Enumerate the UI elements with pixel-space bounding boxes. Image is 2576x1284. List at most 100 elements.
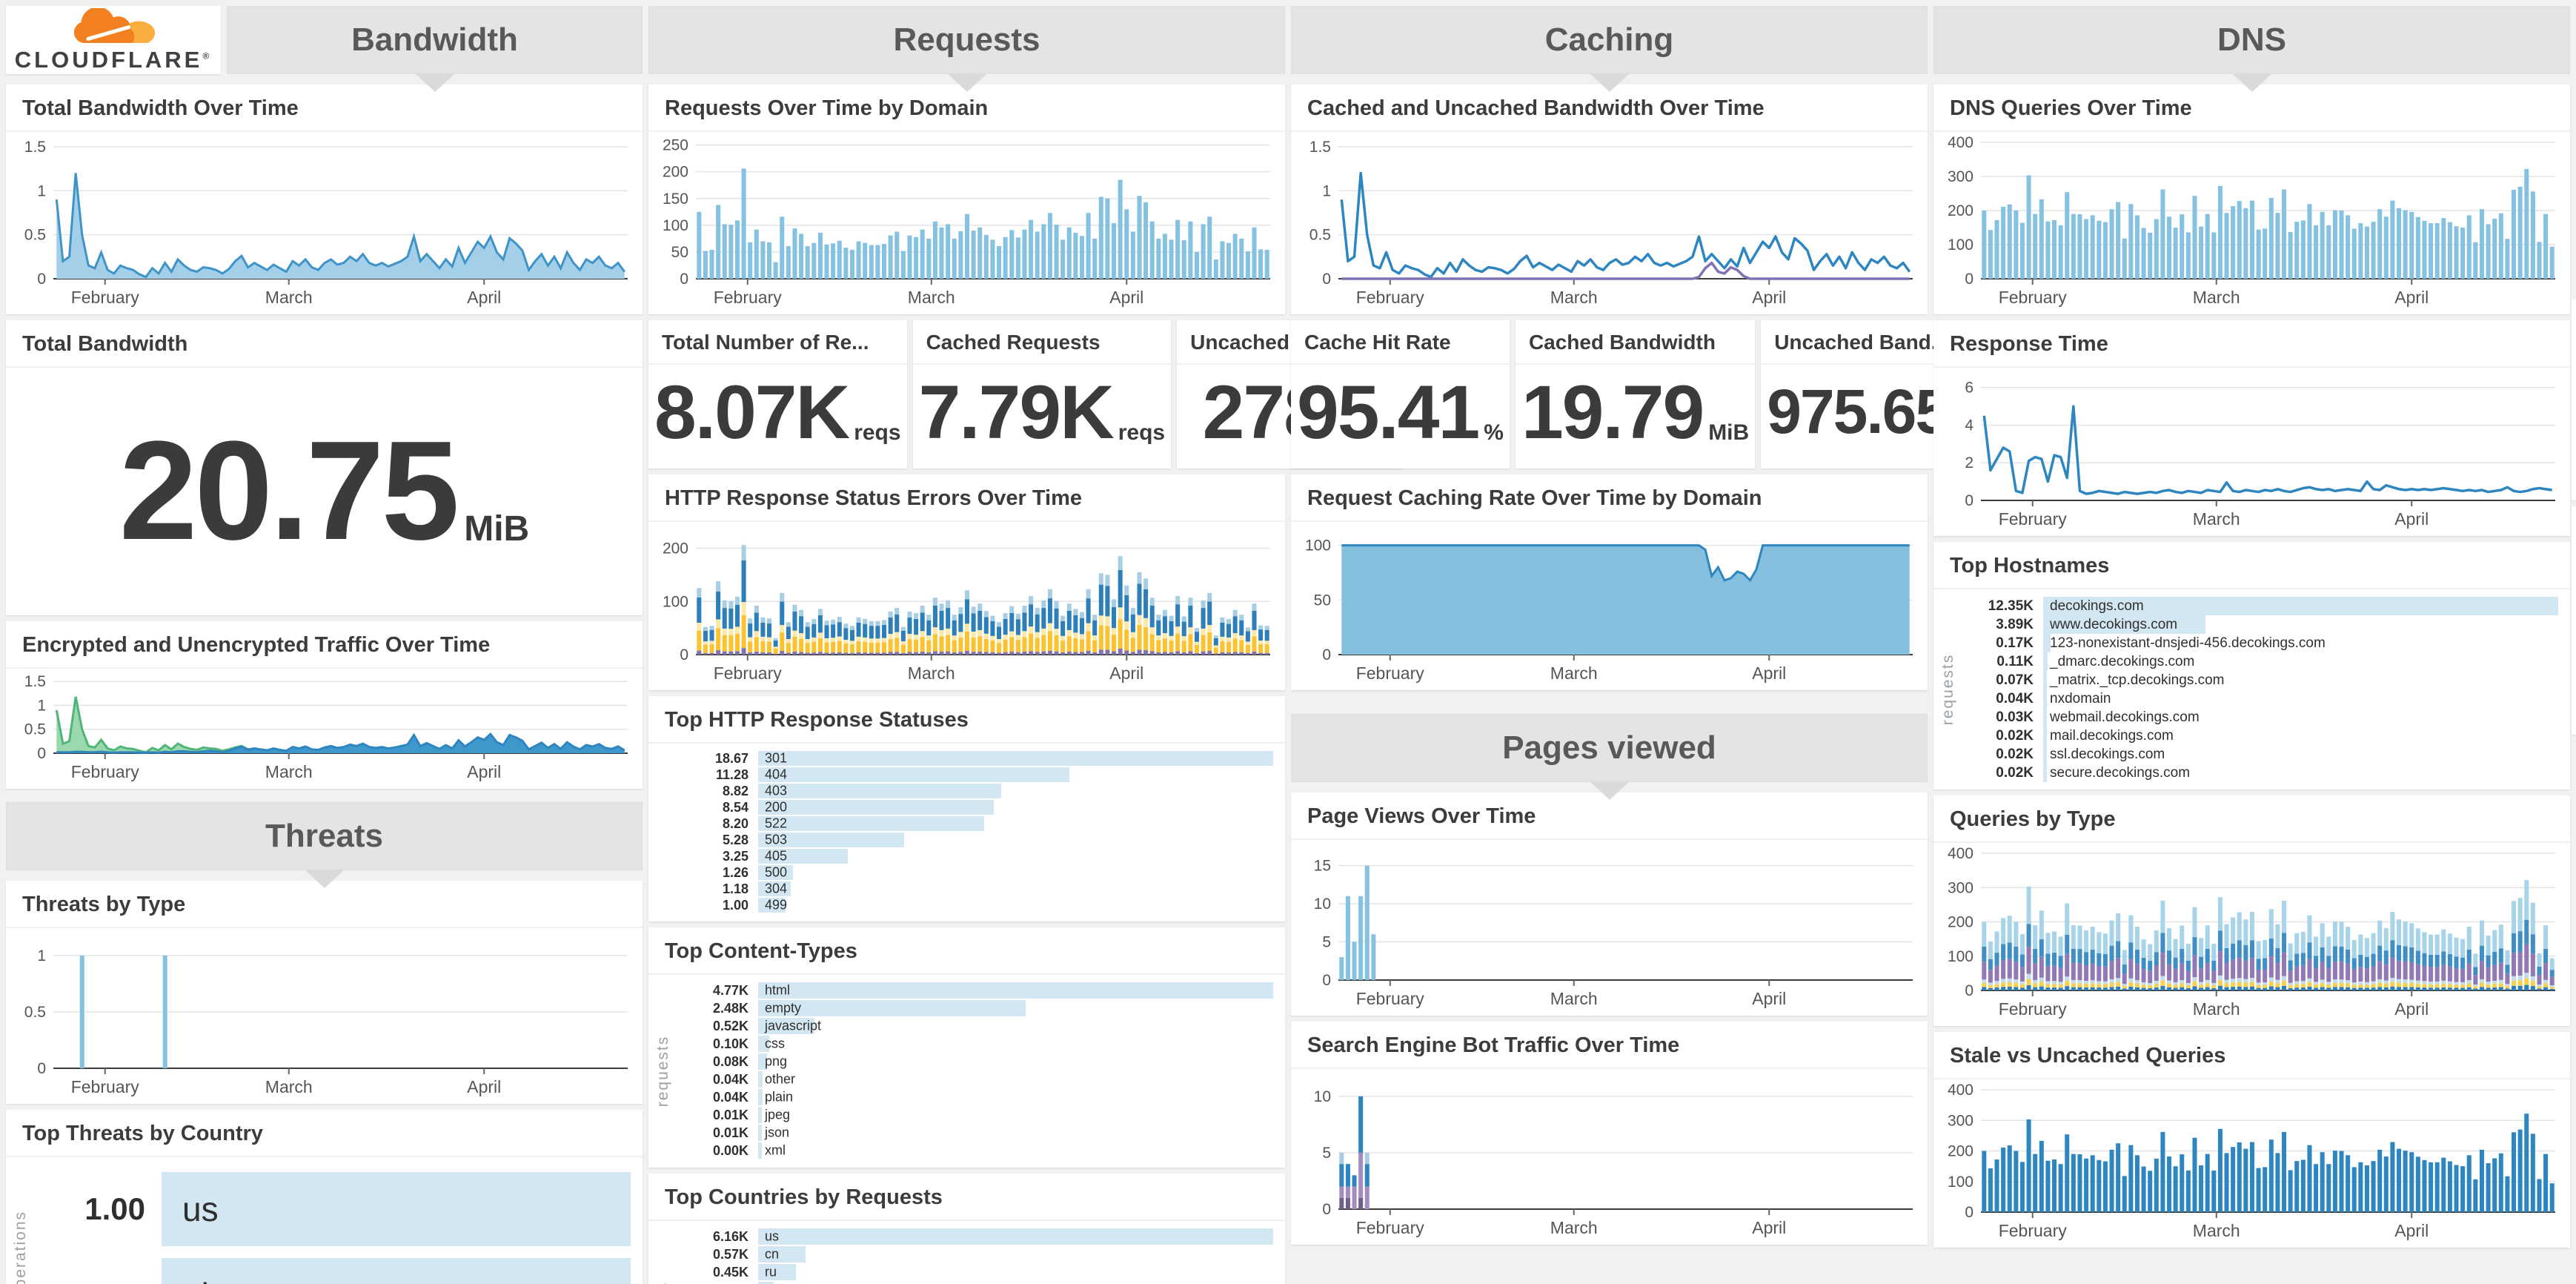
toplist-label: 123-nonexistant-dnsjedi-456.decokings.co… [2050, 635, 2326, 651]
chart-svg: 0 0.5 1 1.5 February March April [1309, 139, 1913, 307]
toplist-row: 8.82 403 [681, 784, 1273, 798]
chart-total-bandwidth-over-time: 0 0.5 1 1.5 February March April [10, 135, 635, 308]
toplist-bar [2043, 652, 2048, 671]
svg-text:April: April [1109, 288, 1143, 307]
toplist-bar-track: 405 [758, 849, 1273, 864]
svg-text:March: March [2193, 1221, 2240, 1240]
svg-text:1.5: 1.5 [24, 139, 46, 156]
chart-queries-by-type: 0 100 200 300 400 February March April [1938, 846, 2563, 1020]
toplist-label: 522 [765, 815, 788, 831]
chart-threats-by-type: 0 0.5 1 February March April [10, 931, 635, 1098]
toplist-row: 0.04K nxdomain [1966, 689, 2558, 708]
svg-text:April: April [2394, 999, 2429, 1019]
section-title: Caching [1544, 21, 1674, 58]
toplist-label: cn [765, 1246, 780, 1262]
toplist-bar [758, 1125, 762, 1141]
cloudflare-logo: CLOUDFLARE® [6, 6, 221, 74]
registered-mark: ® [202, 50, 213, 62]
toplist-bar [2043, 597, 2558, 615]
svg-text:March: March [1550, 288, 1598, 307]
toplist-row: 0.00K xml [681, 1142, 1273, 1159]
chart-http-errors: 0 100 200 February March April [653, 525, 1278, 684]
card-title: Top Hostnames [1933, 542, 2570, 589]
toplist-label: other [765, 1071, 796, 1087]
toplist-bar-track: png [758, 1053, 1273, 1070]
toplist-value: 8.54 [722, 799, 748, 815]
chart-page-views: 0 5 10 15 February March April [1295, 843, 1920, 1010]
toplist-label: us [182, 1190, 219, 1228]
toplist-bar [162, 1258, 631, 1284]
toplist-bar-track: cn [758, 1246, 1273, 1263]
chart-svg: 0 100 200 300 400 February March April [1948, 846, 2555, 1019]
toplist-hostnames: requests 12.35K decokings.com 3.89K www.deco… [1933, 589, 2570, 790]
svg-text:0: 0 [1322, 271, 1331, 288]
toplist-bar-track: plain [758, 1089, 1273, 1105]
svg-text:February: February [1999, 509, 2068, 529]
svg-text:1: 1 [37, 947, 46, 964]
toplist-bar-track: 123-nonexistant-dnsjedi-456.decokings.co… [2043, 634, 2558, 652]
toplist-bar-track: us [758, 1228, 1273, 1245]
toplist-bar-track: 301 [758, 751, 1273, 766]
toplist-label: us [765, 1228, 780, 1244]
toplist-value: 0.02K [1996, 746, 2034, 762]
svg-text:March: March [2193, 288, 2240, 307]
toplist-label: 503 [765, 832, 788, 847]
toplist-bar-track: 404 [758, 767, 1273, 782]
svg-text:200: 200 [663, 540, 688, 557]
toplist-label: xml [765, 1142, 786, 1158]
svg-text:200: 200 [1948, 914, 1974, 931]
svg-text:400: 400 [1948, 135, 1974, 151]
toplist-bar [2043, 689, 2047, 708]
cloudflare-wordmark: CLOUDFLARE® [14, 46, 213, 73]
card-title: Uncached Band... [1761, 320, 1998, 365]
section-title: Threats [265, 818, 383, 854]
toplist-row: 0.07K _matrix._tcp.decokings.com [1966, 671, 2558, 689]
section-header-requests: Requests [648, 6, 1285, 92]
toplist-bar [2043, 615, 2205, 634]
svg-text:February: February [714, 288, 783, 307]
y-axis-label: requests [1939, 653, 1956, 726]
toplist-value: 0.03K [1996, 709, 2034, 725]
chart-encrypted-unencrypted: 0 0.5 1 1.5 February March April [10, 672, 635, 783]
toplist-bar-track: css [758, 1036, 1273, 1052]
svg-text:0.5: 0.5 [24, 1004, 46, 1021]
toplist-row: 0.10K css [681, 1036, 1273, 1052]
toplist-row: 1.00 nl [50, 1258, 631, 1284]
y-axis-label: requests [654, 1035, 671, 1108]
toplist-row: 0.01K json [681, 1125, 1273, 1141]
toplist-row: 0.08K png [681, 1053, 1273, 1070]
toplist-value: 0.17K [1996, 635, 2034, 651]
card-encrypted-unencrypted: Encrypted and Unencrypted Traffic Over T… [6, 621, 643, 789]
toplist-threats-by-country: operations 1.00 us 1.00 nl [6, 1157, 643, 1284]
card-top-http-statuses: Top HTTP Response Statuses 18.67 301 11.28… [648, 696, 1285, 921]
toplist-label: html [765, 982, 791, 998]
toplist-bar-track: us [162, 1172, 631, 1246]
toplist-bar [758, 1000, 1026, 1016]
toplist-value: 0.04K [712, 1071, 748, 1087]
section-header-caching: Caching [1291, 6, 1928, 92]
card-title: Cached and Uncached Bandwidth Over Time [1291, 85, 1928, 132]
toplist-label: nxdomain [2050, 690, 2111, 706]
toplist-value: 0.07K [1996, 672, 2034, 688]
svg-text:February: February [71, 762, 140, 781]
svg-text:0: 0 [1965, 492, 1974, 509]
chart-svg: 0 50 100 150 200 250 February March April [663, 137, 1270, 307]
toplist-bar-track: _dmarc.decokings.com [2043, 652, 2558, 671]
svg-text:March: March [265, 288, 313, 307]
card-title: Encrypted and Unencrypted Traffic Over T… [6, 621, 643, 669]
svg-text:300: 300 [1948, 879, 1974, 896]
toplist-bar [758, 1107, 762, 1123]
toplist-value: 0.10K [712, 1036, 748, 1051]
chart-svg: 0 2 4 6 February March April [1965, 380, 2555, 529]
toplist-value: 6.16K [712, 1228, 748, 1244]
stat-card-cached-bandwidth: Cached Bandwidth 19.79 MiB [1515, 320, 1756, 469]
toplist-bar [758, 784, 1002, 798]
toplist-bar [758, 816, 985, 831]
column-dns: DNS DNS Queries Over Time 0 100 200 300 400 F… [1933, 6, 2570, 1278]
caching-stats-row: Cache Hit Rate 95.41 % Cached Bandwidth … [1291, 320, 1998, 469]
card-top-countries: Top Countries by Requests requests6.16Ku… [648, 1174, 1285, 1284]
section-header-dns: DNS [1933, 6, 2570, 92]
stat-unit: reqs [1118, 420, 1166, 446]
svg-text:5: 5 [1322, 1145, 1331, 1162]
toplist-label: 405 [765, 848, 788, 864]
